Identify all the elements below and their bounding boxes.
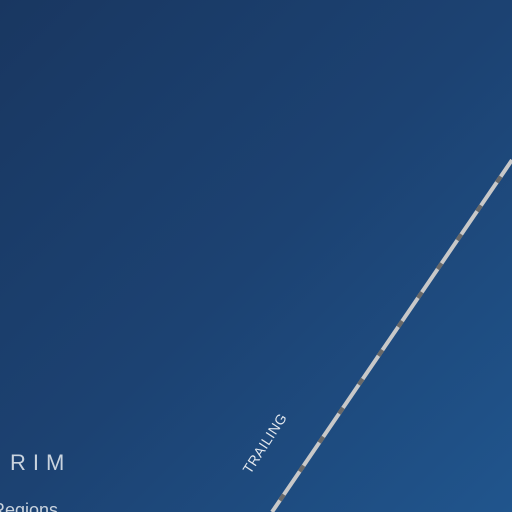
region-label-rim: RIM [10,450,72,475]
region-label-regions: Regions [0,500,59,512]
route-line[interactable] [270,158,512,512]
